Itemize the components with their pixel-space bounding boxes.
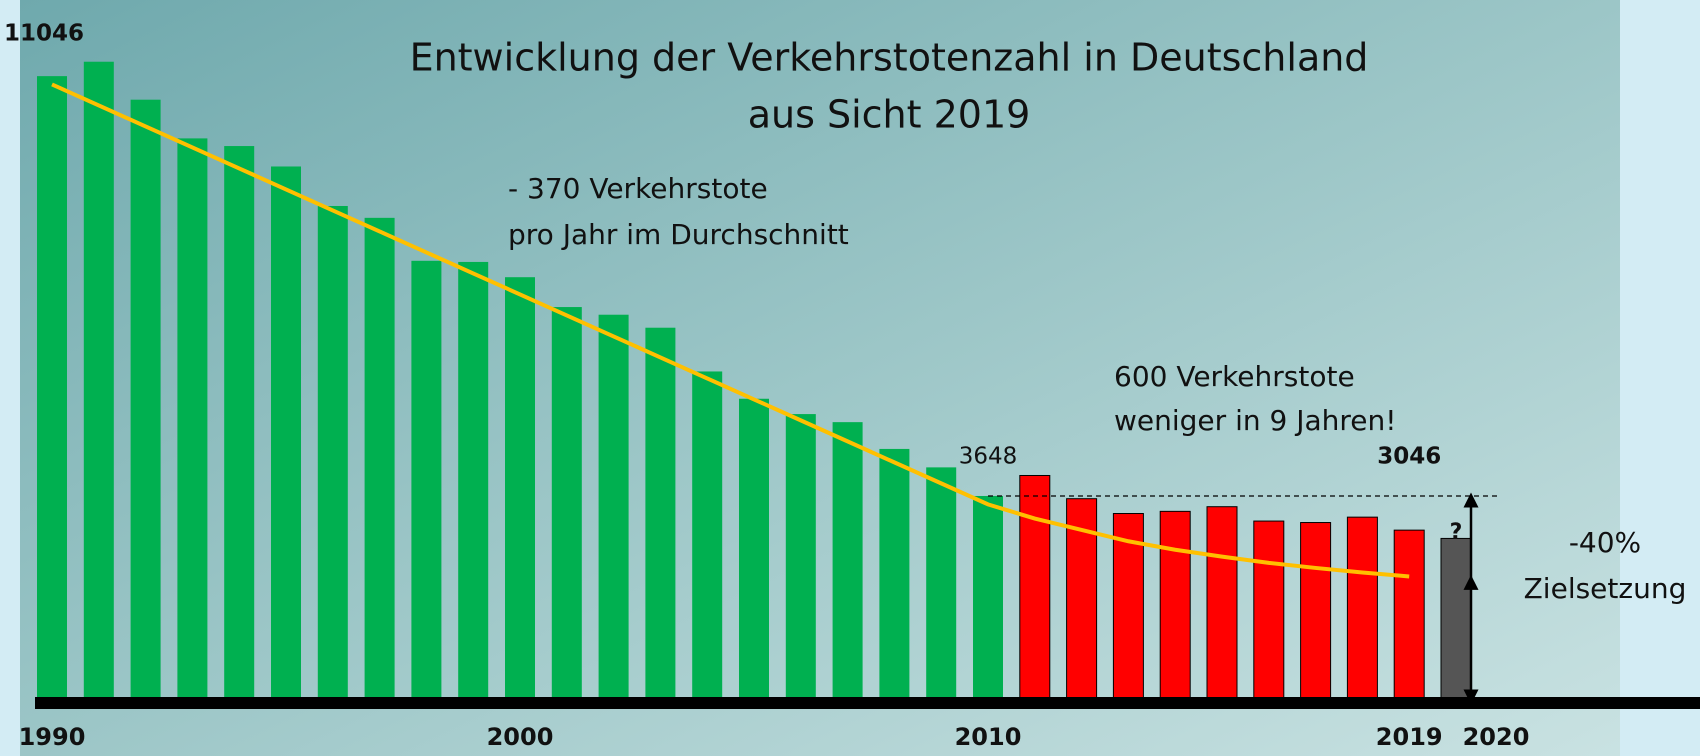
x-tick-label: 2000: [487, 723, 554, 751]
annotation: pro Jahr im Durchschnitt: [508, 218, 849, 251]
annotation: - 370 Verkehrstote: [508, 172, 768, 205]
bar: [645, 327, 676, 703]
bar: [364, 217, 395, 704]
bar: [785, 414, 816, 703]
annotation: Zielsetzung: [1524, 572, 1687, 605]
bar: [37, 76, 67, 703]
bar: [551, 307, 582, 703]
bar: [1206, 506, 1238, 704]
bar: [926, 467, 957, 703]
bar: [317, 205, 348, 703]
bar: [271, 166, 301, 704]
title-line: aus Sicht 2019: [748, 93, 1031, 137]
bar: [458, 261, 489, 703]
x-tick-label: 2010: [955, 723, 1022, 751]
annotation: weniger in 9 Jahren!: [1114, 404, 1396, 437]
bar: [973, 495, 1003, 703]
bar: [1019, 474, 1051, 704]
x-tick-label: 1990: [19, 723, 86, 751]
bar: [224, 146, 255, 704]
bar: [130, 99, 161, 704]
x-tick-label: 2020: [1463, 723, 1530, 751]
bar: [1159, 510, 1191, 704]
value-label: 11046: [4, 21, 84, 47]
annotation: 600 Verkehrstote: [1114, 360, 1355, 393]
value-label: 3046: [1377, 444, 1441, 470]
bar: [1300, 522, 1332, 704]
question-mark: ?: [1450, 520, 1463, 545]
bar: [832, 422, 863, 703]
bar: [879, 448, 910, 703]
bar: [1440, 537, 1472, 704]
bar: [692, 371, 723, 703]
x-tick-label: 2019: [1376, 723, 1443, 751]
trend-line: [51, 82, 1410, 579]
bar: [505, 277, 535, 703]
bar: [1253, 520, 1285, 704]
title-line: Entwicklung der Verkehrstotenzahl in Deu…: [410, 36, 1369, 80]
bar: [739, 398, 769, 703]
bar: [1393, 529, 1425, 704]
value-label: 3648: [959, 444, 1018, 470]
bar: [83, 61, 114, 704]
bar: [1346, 516, 1378, 704]
bar: [411, 260, 442, 703]
annotation: -40%: [1569, 526, 1641, 559]
bar: [177, 138, 208, 703]
bar: [598, 314, 629, 703]
